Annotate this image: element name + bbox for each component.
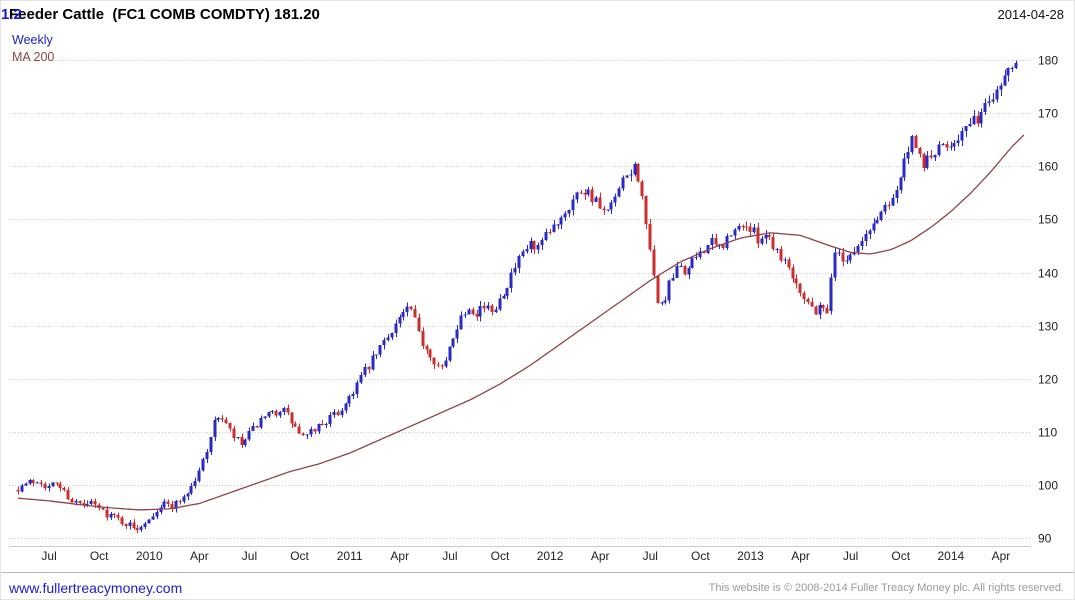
svg-text:Jul: Jul <box>643 549 658 563</box>
svg-text:Oct: Oct <box>891 549 910 563</box>
price-chart-svg: 90 100 110 120 130 140 150 160 170 180 Jul Oct 2010 A… <box>9 54 1058 563</box>
svg-text:170: 170 <box>1038 107 1058 121</box>
svg-text:Oct: Oct <box>491 549 510 563</box>
svg-text:2011: 2011 <box>337 549 363 563</box>
svg-text:2010: 2010 <box>136 549 163 563</box>
svg-text:Apr: Apr <box>190 549 209 563</box>
chart-legend: Weekly MA 200 <box>12 32 54 66</box>
svg-text:Apr: Apr <box>791 549 810 563</box>
footer-bar: www.fullertreacymoney.com This website i… <box>1 572 1074 599</box>
grid-layer: 90 100 110 120 130 140 150 160 170 180 <box>9 54 1058 547</box>
svg-text:Apr: Apr <box>390 549 409 563</box>
svg-text:Jul: Jul <box>843 549 858 563</box>
ma-line <box>17 134 1025 511</box>
chart-date: 2014-04-28 <box>997 7 1065 22</box>
svg-text:140: 140 <box>1038 267 1058 281</box>
price-chart: 90 100 110 120 130 140 150 160 170 180 Jul Oct 2010 A… <box>1 29 1074 569</box>
svg-text:Oct: Oct <box>290 549 309 563</box>
svg-text:Jul: Jul <box>442 549 457 563</box>
legend-timeframe: Weekly <box>12 33 53 47</box>
svg-text:130: 130 <box>1038 320 1058 334</box>
website-link[interactable]: www.fullertreacymoney.com <box>9 580 183 596</box>
price-change-value: 1.2 <box>1 6 22 23</box>
candles-layer <box>16 60 1018 534</box>
title-bar: Feeder Cattle (FC1 COMB COMDTY) 181.20 1… <box>1 1 1074 29</box>
svg-text:Jul: Jul <box>41 549 56 563</box>
svg-text:Apr: Apr <box>992 549 1011 563</box>
svg-text:Oct: Oct <box>691 549 710 563</box>
svg-text:Jul: Jul <box>242 549 257 563</box>
svg-text:2012: 2012 <box>537 549 564 563</box>
svg-text:100: 100 <box>1038 479 1058 493</box>
svg-text:Oct: Oct <box>90 549 109 563</box>
svg-text:120: 120 <box>1038 373 1058 387</box>
legend-ma-label: MA 200 <box>12 50 55 64</box>
svg-text:150: 150 <box>1038 213 1058 227</box>
svg-text:180: 180 <box>1038 54 1058 68</box>
svg-text:2014: 2014 <box>937 549 964 563</box>
svg-text:110: 110 <box>1038 426 1057 440</box>
page-title: Feeder Cattle (FC1 COMB COMDTY) 181.20 <box>9 6 320 23</box>
svg-text:160: 160 <box>1038 160 1058 174</box>
svg-text:2013: 2013 <box>737 549 764 563</box>
x-axis-labels: Jul Oct 2010 Apr Jul Oct 2011 Apr Jul Oct 2012 Apr J… <box>41 549 1010 563</box>
svg-text:Apr: Apr <box>591 549 610 563</box>
svg-text:90: 90 <box>1038 532 1052 546</box>
copyright-text: This website is © 2008-2014 Fuller Treac… <box>708 582 1064 594</box>
